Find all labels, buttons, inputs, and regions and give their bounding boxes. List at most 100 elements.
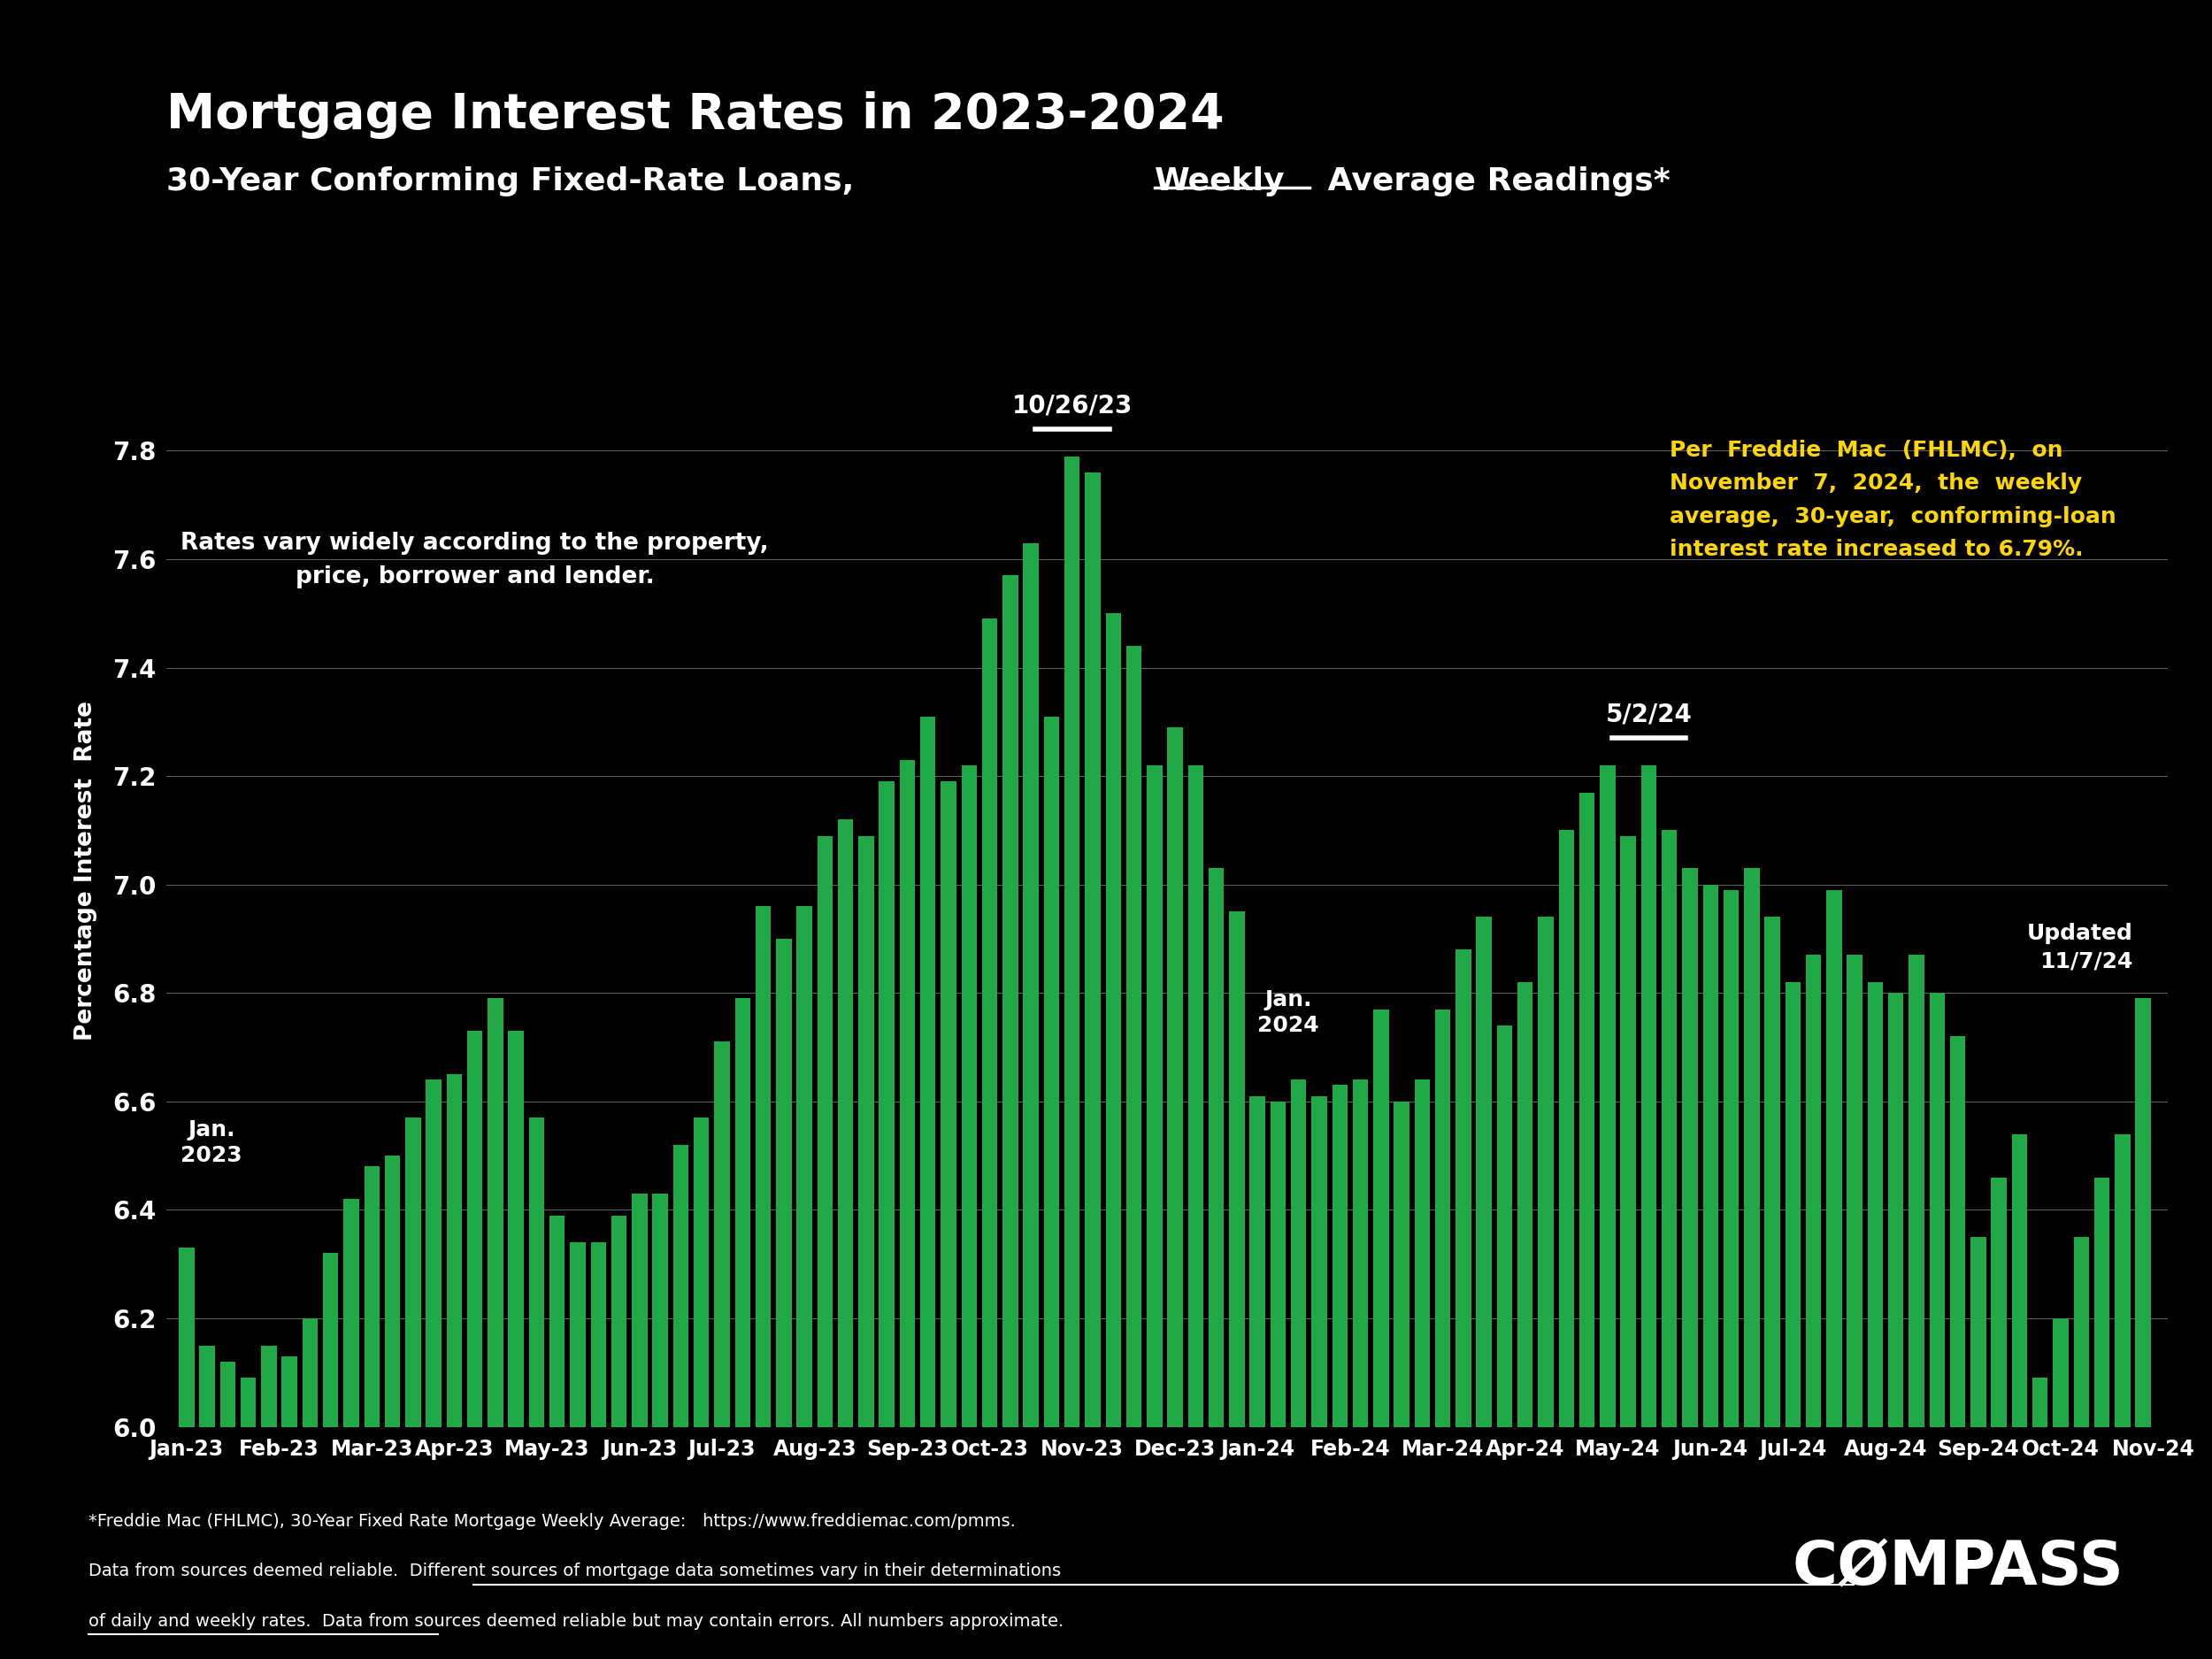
Bar — [940, 781, 956, 1659]
Bar — [1084, 473, 1099, 1659]
Text: Jan.
2024: Jan. 2024 — [1259, 989, 1318, 1037]
Bar — [1723, 889, 1739, 1659]
Bar — [1498, 1025, 1513, 1659]
Text: of daily and weekly rates.  Data from sources deemed reliable but may contain er: of daily and weekly rates. Data from sou… — [88, 1613, 1064, 1629]
Bar — [1270, 1102, 1285, 1659]
Bar — [1024, 542, 1040, 1659]
Bar — [1621, 836, 1637, 1659]
Text: Per  Freddie  Mac  (FHLMC),  on
November  7,  2024,  the  weekly
average,  30-ye: Per Freddie Mac (FHLMC), on November 7, … — [1670, 440, 2117, 561]
Bar — [776, 939, 792, 1659]
Bar — [1188, 765, 1203, 1659]
Text: Rates vary widely according to the property,
price, borrower and lender.: Rates vary widely according to the prope… — [181, 533, 770, 589]
Bar — [1579, 793, 1595, 1659]
Bar — [1106, 614, 1121, 1659]
Bar — [1641, 765, 1657, 1659]
Bar — [303, 1319, 319, 1659]
Bar — [1292, 1080, 1307, 1659]
Text: 5/2/24: 5/2/24 — [1606, 702, 1692, 727]
Bar — [529, 1118, 544, 1659]
Bar — [1475, 917, 1491, 1659]
Bar — [1929, 994, 1944, 1659]
Bar — [1889, 994, 1905, 1659]
Bar — [1168, 727, 1183, 1659]
Bar — [1703, 884, 1719, 1659]
Bar — [219, 1362, 234, 1659]
Bar — [714, 1042, 730, 1659]
Bar — [1413, 1080, 1429, 1659]
Bar — [1455, 949, 1471, 1659]
Bar — [2135, 999, 2150, 1659]
Text: *Freddie Mac (FHLMC), 30-Year Fixed Rate Mortgage Weekly Average:   https://www.: *Freddie Mac (FHLMC), 30-Year Fixed Rate… — [88, 1513, 1015, 1530]
Bar — [672, 1145, 688, 1659]
Text: 10/26/23: 10/26/23 — [1011, 393, 1133, 418]
Text: Updated
11/7/24: Updated 11/7/24 — [2026, 922, 2132, 972]
Bar — [1785, 982, 1801, 1659]
Text: Weekly: Weekly — [1155, 166, 1285, 196]
Bar — [2115, 1135, 2130, 1659]
Bar — [1517, 982, 1533, 1659]
Bar — [2073, 1238, 2088, 1659]
Bar — [1743, 868, 1759, 1659]
Bar — [1991, 1178, 2006, 1659]
Bar — [1827, 889, 1843, 1659]
Bar — [261, 1345, 276, 1659]
Bar — [1537, 917, 1553, 1659]
Bar — [323, 1253, 338, 1659]
Bar — [962, 765, 978, 1659]
Bar — [1064, 456, 1079, 1659]
Bar — [1805, 956, 1820, 1659]
Bar — [653, 1193, 668, 1659]
Bar — [1208, 868, 1223, 1659]
Bar — [838, 820, 854, 1659]
Bar — [816, 836, 832, 1659]
Bar — [796, 906, 812, 1659]
Bar — [1909, 956, 1924, 1659]
Bar — [2011, 1135, 2026, 1659]
Bar — [2033, 1379, 2048, 1659]
Bar — [1230, 912, 1245, 1659]
Text: 30-Year Conforming Fixed-Rate Loans,: 30-Year Conforming Fixed-Rate Loans, — [166, 166, 865, 196]
Bar — [1847, 956, 1863, 1659]
Bar — [1559, 830, 1575, 1659]
Bar — [878, 781, 894, 1659]
Bar — [757, 906, 772, 1659]
Bar — [1867, 982, 1882, 1659]
Bar — [385, 1156, 400, 1659]
Bar — [1374, 1009, 1389, 1659]
Bar — [1436, 1009, 1451, 1659]
Bar — [1599, 765, 1615, 1659]
Bar — [571, 1243, 586, 1659]
Bar — [1002, 576, 1018, 1659]
Bar — [1146, 765, 1161, 1659]
Bar — [427, 1080, 442, 1659]
Bar — [1971, 1238, 1986, 1659]
Bar — [405, 1118, 420, 1659]
Bar — [982, 619, 998, 1659]
Bar — [1332, 1085, 1347, 1659]
Bar — [2053, 1319, 2068, 1659]
Bar — [858, 836, 874, 1659]
Bar — [1765, 917, 1781, 1659]
Bar — [1354, 1080, 1369, 1659]
Bar — [734, 999, 750, 1659]
Bar — [199, 1345, 215, 1659]
Text: CØMPASS: CØMPASS — [1792, 1538, 2124, 1598]
Text: Jan.
2023: Jan. 2023 — [181, 1118, 241, 1166]
Bar — [1951, 1037, 1966, 1659]
Bar — [591, 1243, 606, 1659]
Bar — [633, 1193, 648, 1659]
Bar — [611, 1216, 626, 1659]
Bar — [509, 1030, 524, 1659]
Bar — [447, 1075, 462, 1659]
Bar — [1312, 1097, 1327, 1659]
Text: Data from sources deemed reliable.  Different sources of mortgage data sometimes: Data from sources deemed reliable. Diffe… — [88, 1563, 1062, 1579]
Bar — [2095, 1178, 2110, 1659]
Bar — [900, 760, 916, 1659]
Text: Average Readings*: Average Readings* — [1316, 166, 1670, 196]
Bar — [365, 1166, 380, 1659]
Bar — [1661, 830, 1677, 1659]
Bar — [1126, 645, 1141, 1659]
Bar — [549, 1216, 564, 1659]
Bar — [467, 1030, 482, 1659]
Text: Mortgage Interest Rates in 2023-2024: Mortgage Interest Rates in 2023-2024 — [166, 91, 1223, 139]
